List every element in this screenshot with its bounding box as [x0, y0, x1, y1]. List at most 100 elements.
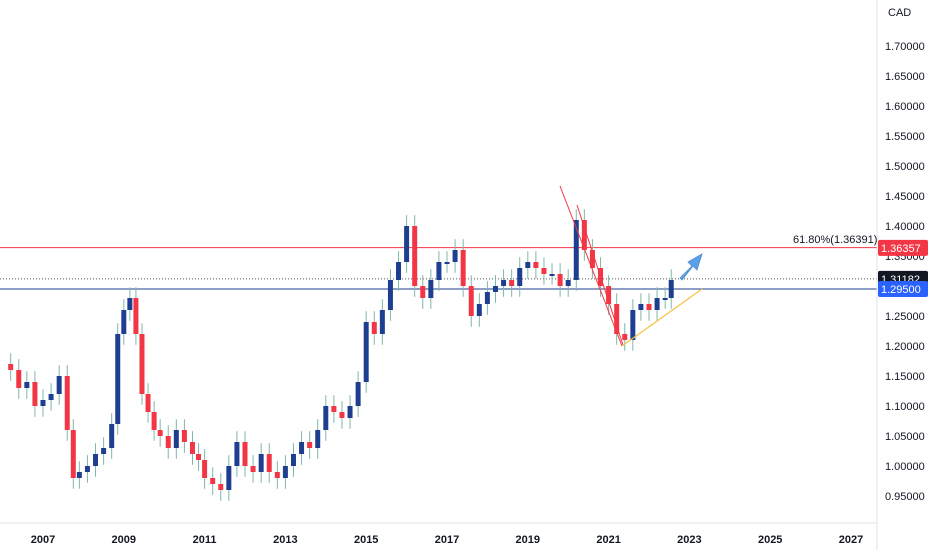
y-tick-label: 1.05000: [885, 431, 925, 443]
candle-down: [133, 298, 139, 334]
candle-up: [121, 310, 127, 334]
x-tick-label: 2015: [354, 534, 378, 546]
candle-down: [622, 334, 628, 340]
candle-down: [210, 478, 216, 484]
candle-up: [492, 286, 498, 292]
drawings: [559, 185, 703, 347]
x-tick-label: 2011: [193, 534, 217, 546]
price-badge-label: 1.36357: [881, 243, 921, 255]
candle-down: [460, 250, 466, 286]
candle-down: [589, 250, 595, 268]
candle-up: [630, 310, 636, 340]
fan-line-left: [559, 185, 623, 347]
candle-down: [509, 280, 515, 286]
candle-up: [517, 268, 523, 286]
candle-down: [151, 412, 157, 430]
candle-down: [242, 442, 248, 466]
y-tick-label: 1.65000: [885, 71, 925, 83]
candle-down: [32, 382, 38, 406]
candle-up: [573, 220, 579, 280]
candle-up: [668, 280, 674, 298]
support-trendline: [621, 288, 703, 347]
price-badge: [878, 281, 928, 297]
candle-down: [331, 406, 337, 412]
candle-up: [404, 226, 410, 262]
x-tick-label: 2021: [596, 534, 620, 546]
candle-up: [282, 466, 288, 478]
y-tick-label: 1.60000: [885, 101, 925, 113]
candle-up: [638, 304, 644, 310]
fib-level-label: 61.80%(1.36391): [793, 234, 877, 246]
candle-up: [56, 376, 62, 394]
candle-up: [48, 394, 54, 400]
x-tick-label: 2009: [112, 534, 136, 546]
y-tick-label: 1.00000: [885, 461, 925, 473]
candle-down: [533, 262, 539, 268]
candle-up: [40, 400, 46, 406]
candle-down: [646, 304, 652, 310]
candle-up: [109, 424, 115, 448]
candle-up: [549, 274, 555, 276]
candle-up: [476, 304, 482, 316]
currency-label: CAD: [888, 7, 911, 19]
candle-up: [315, 430, 321, 448]
candle-up: [387, 280, 393, 310]
candle-up: [363, 322, 369, 382]
candle-up: [101, 448, 107, 454]
x-tick-label: 2013: [273, 534, 297, 546]
y-tick-label: 1.50000: [885, 161, 925, 173]
candle-up: [396, 262, 402, 280]
candle-up: [379, 310, 385, 334]
x-tick-label: 2023: [677, 534, 701, 546]
candle-up: [662, 298, 668, 300]
y-tick-label: 1.25000: [885, 311, 925, 323]
candle-up: [258, 454, 264, 472]
candle-down: [468, 286, 474, 316]
candle-up: [654, 298, 660, 310]
candle-down: [250, 466, 256, 472]
candle-down: [614, 304, 620, 334]
candle-down: [581, 220, 587, 250]
candle-up: [226, 466, 232, 490]
x-tick-label: 2007: [31, 534, 55, 546]
candle-down: [606, 286, 612, 304]
candle-up: [84, 466, 90, 472]
candle-up: [173, 430, 179, 448]
y-tick-label: 1.55000: [885, 131, 925, 143]
y-tick-label: 1.40000: [885, 221, 925, 233]
x-tick-label: 2017: [435, 534, 459, 546]
candle-up: [484, 292, 490, 304]
candle-down: [70, 430, 76, 478]
candle-up: [127, 298, 133, 310]
candle-down: [541, 268, 547, 274]
candle-up: [234, 442, 240, 466]
candle-up: [299, 442, 305, 454]
fan-line-right: [576, 204, 624, 346]
candle-up: [24, 382, 30, 388]
candle-up: [355, 382, 361, 406]
candle-down: [165, 436, 171, 448]
candle-up: [525, 262, 531, 268]
x-tick-label: 2019: [516, 534, 540, 546]
candle-down: [189, 442, 195, 454]
y-tick-label: 1.70000: [885, 41, 925, 53]
candle-down: [266, 454, 272, 472]
candle-up: [565, 280, 571, 286]
y-tick-label: 1.20000: [885, 341, 925, 353]
candle-down: [339, 412, 345, 418]
candle-down: [16, 370, 22, 388]
candle-down: [274, 472, 280, 478]
candle-down: [202, 460, 208, 478]
up-arrow-icon: [679, 253, 703, 281]
candle-down: [181, 430, 187, 442]
candle-up: [76, 472, 82, 478]
candle-down: [139, 334, 145, 394]
candle-up: [115, 334, 121, 424]
candle-up: [428, 280, 434, 298]
candle-down: [64, 376, 70, 430]
candle-down: [557, 274, 563, 286]
x-axis-ticks: 2007 2009 2011 2013 2015 2017 2019 2021 2023 2025…: [31, 534, 863, 546]
